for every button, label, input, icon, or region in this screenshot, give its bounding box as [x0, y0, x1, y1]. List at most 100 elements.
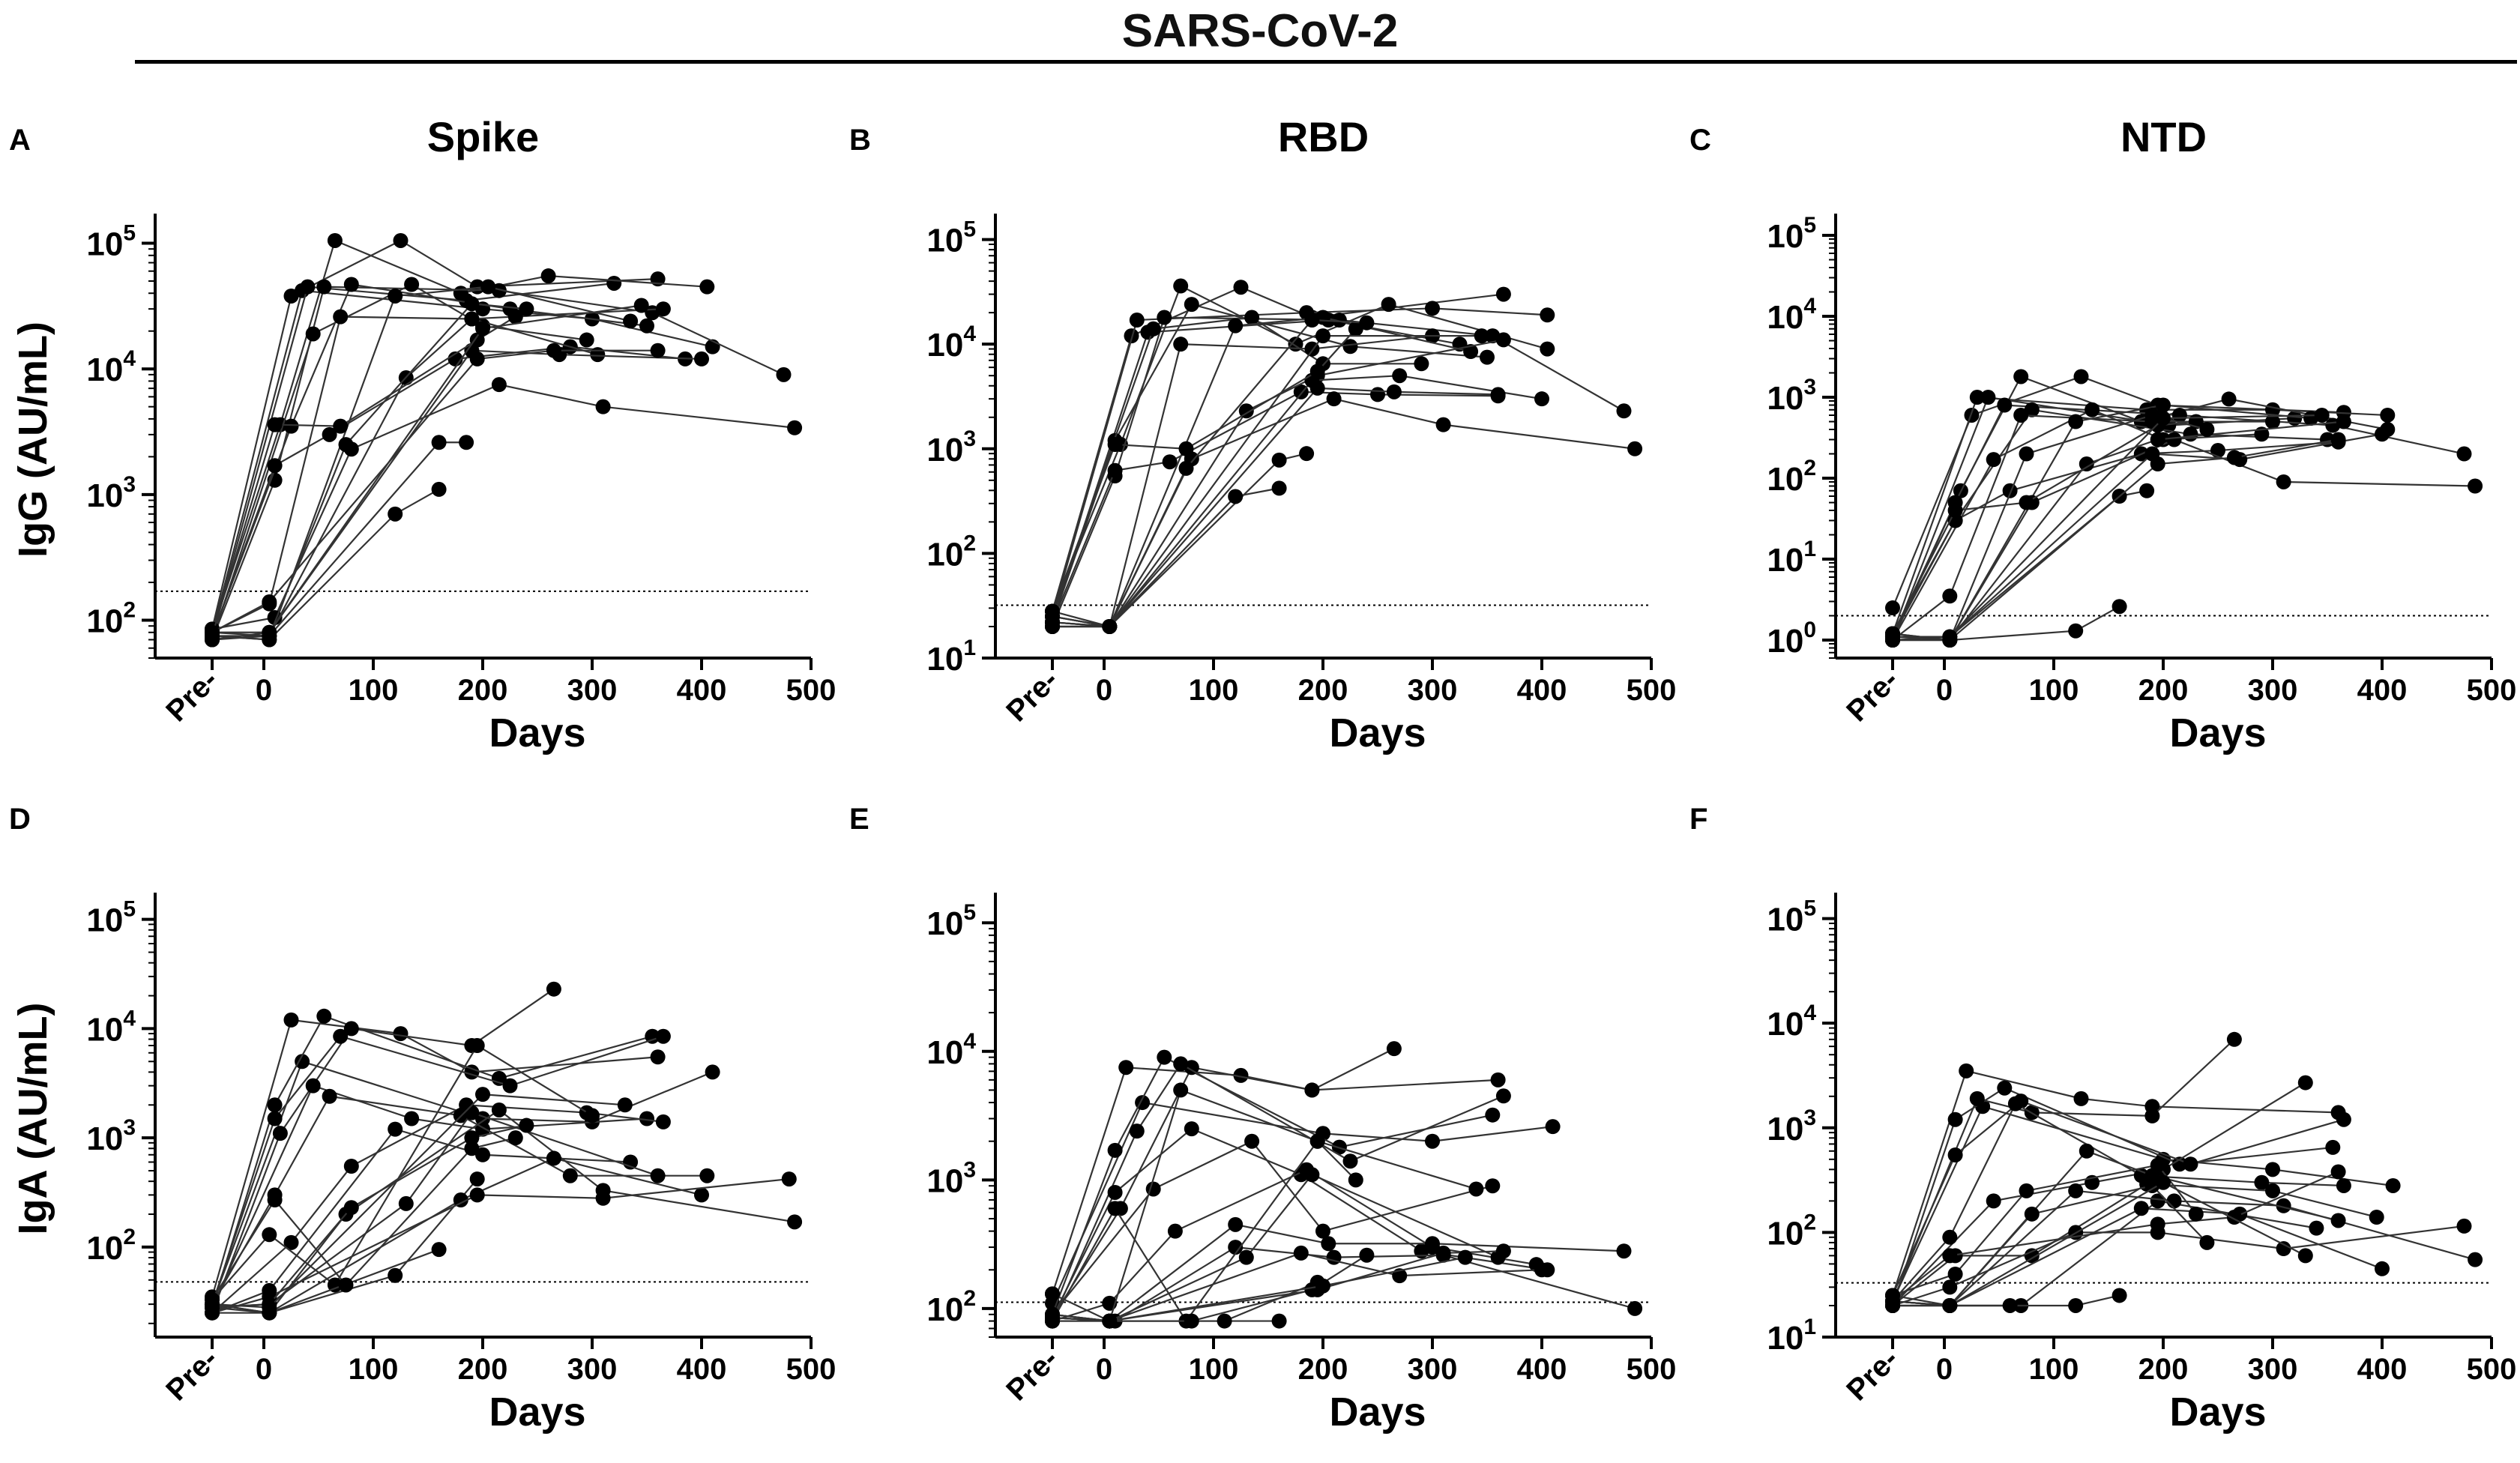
data-point [1627, 441, 1643, 456]
y-tick-label: 105 [926, 217, 976, 259]
data-point [2456, 446, 2472, 462]
data-point [1315, 328, 1330, 344]
header-rule [135, 60, 2517, 64]
data-point [1885, 600, 1900, 616]
data-point [1425, 1236, 1440, 1252]
data-point [617, 1097, 633, 1113]
data-point [2068, 1297, 2084, 1313]
data-point [2068, 414, 2084, 429]
data-point [2330, 432, 2346, 447]
x-tick-label: 200 [2138, 1353, 2189, 1386]
data-point [316, 279, 332, 295]
x-axis-label: Days [1329, 711, 1426, 755]
data-point [2150, 456, 2165, 472]
x-tick-label: 0 [1936, 674, 1953, 707]
data-point [787, 1214, 803, 1230]
data-point [1233, 1067, 1249, 1083]
data-point [2133, 1201, 2149, 1216]
panel-D-chart: D IgA (AU/mL) 102 103 104 105 Pre- 0 100 200 300 40… [9, 803, 836, 1435]
data-point [1386, 1041, 1402, 1057]
data-point [585, 1108, 600, 1123]
series-line [1892, 1183, 2377, 1306]
x-axis-label: Days [1329, 1390, 1426, 1435]
x-tick-label: 200 [458, 1353, 508, 1386]
data-point [1495, 1088, 1511, 1104]
data-point [633, 298, 649, 313]
data-point [262, 624, 277, 640]
data-point [1107, 1184, 1123, 1200]
y-tick-label: 104 [926, 1029, 976, 1071]
data-point [2199, 1234, 2215, 1250]
data-point [2468, 478, 2483, 494]
data-point [2171, 407, 2187, 423]
x-tick-label: 500 [786, 674, 837, 707]
y-tick-label: 104 [86, 1006, 136, 1048]
data-point [1342, 339, 1358, 355]
data-point [2221, 391, 2237, 407]
data-point [623, 1154, 639, 1170]
data-point [267, 417, 283, 432]
data-point [2468, 1252, 2483, 1267]
y-tick-label: 101 [1767, 1315, 1816, 1357]
data-point [1157, 310, 1172, 325]
panel-F-chart: F 101 102 103 104 105 Pre- 0 100 200 300 400 500 Days [1689, 803, 2516, 1435]
y-tick-label: 102 [86, 1225, 136, 1267]
panel-letter: E [849, 803, 869, 836]
data-point [2330, 1164, 2346, 1180]
data-point [267, 1111, 283, 1126]
x-tick-label: 0 [1936, 1353, 1953, 1386]
data-point [623, 313, 639, 329]
data-point [1107, 437, 1123, 453]
data-point [388, 288, 403, 304]
data-point [2019, 495, 2034, 510]
data-point [272, 1126, 288, 1141]
x-tick-label: 300 [1408, 674, 1458, 707]
data-point [1271, 1313, 1287, 1329]
y-tick-label: 105 [926, 900, 976, 942]
data-point [1942, 1297, 1958, 1313]
series-line [1892, 433, 2383, 642]
data-point [2073, 369, 2089, 384]
data-point [267, 1192, 283, 1208]
data-point [322, 426, 337, 442]
panel-letter: D [9, 803, 31, 836]
x-tick-label: 300 [2248, 1353, 2298, 1386]
data-point [343, 1021, 359, 1037]
data-point [2013, 369, 2029, 384]
data-point [469, 1037, 485, 1053]
data-point [464, 1130, 480, 1146]
y-tick-label: 104 [1767, 1001, 1816, 1043]
data-point [1474, 328, 1489, 344]
data-point [305, 1078, 321, 1094]
x-tick-label: 200 [2138, 674, 2189, 707]
data-point [1997, 1080, 2013, 1096]
x-tick-label: 100 [349, 1353, 399, 1386]
panel-letter: F [1689, 803, 1707, 836]
data-point [1381, 297, 1396, 313]
data-point [316, 1008, 332, 1024]
data-point [1942, 1229, 1958, 1245]
data-point [579, 332, 594, 348]
series-line [1051, 316, 1422, 617]
data-point [1942, 629, 1958, 645]
data-point [453, 286, 468, 301]
y-axis-label: IgG (AU/mL) [10, 322, 55, 558]
data-point [1986, 452, 2001, 468]
data-point [459, 435, 474, 450]
data-point [2068, 623, 2084, 639]
data-point [1228, 489, 1244, 504]
data-point [283, 1012, 299, 1028]
data-point [464, 1141, 480, 1156]
data-point [1178, 460, 1194, 476]
data-point [343, 277, 359, 292]
y-axis-label: IgA (AU/mL) [10, 1003, 55, 1235]
data-point [1969, 390, 1985, 405]
data-point [1184, 1121, 1199, 1137]
data-point [1947, 1111, 1963, 1127]
data-point [776, 366, 792, 382]
y-tick-label: 100 [1767, 618, 1816, 660]
data-point [2226, 450, 2242, 465]
data-point [1118, 1060, 1134, 1076]
data-point [2188, 1206, 2204, 1222]
